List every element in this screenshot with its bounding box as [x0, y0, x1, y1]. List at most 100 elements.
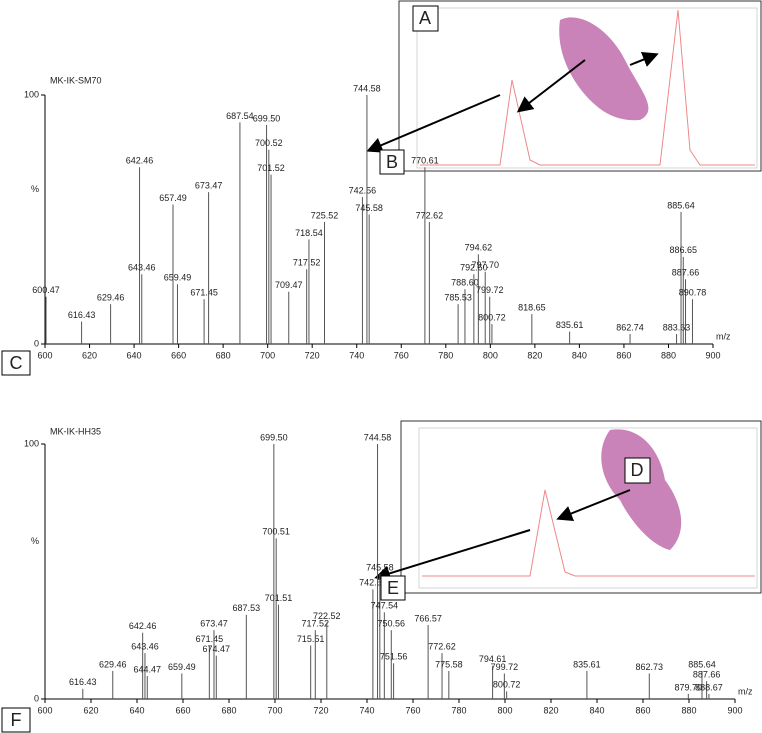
y-tick-label: 100 — [24, 89, 39, 99]
x-tick-label: 660 — [175, 705, 190, 715]
panel-box — [1, 350, 31, 376]
inset-label: E — [387, 578, 399, 598]
y-axis-label: % — [31, 184, 39, 194]
peak-label: 890.78 — [679, 288, 707, 298]
peak-label: 799.72 — [491, 662, 519, 672]
panel-label: C — [10, 353, 23, 373]
peak-label: 642.46 — [129, 621, 157, 631]
x-tick-label: 660 — [171, 350, 186, 360]
x-tick-label: 820 — [527, 350, 542, 360]
peak-label: 751.56 — [380, 652, 408, 662]
peak-label: 742.56 — [359, 578, 387, 588]
peak-label: 775.58 — [435, 659, 463, 669]
peak-label: 725.52 — [311, 210, 339, 220]
x-tick-label: 760 — [405, 705, 420, 715]
panel-box — [1, 707, 31, 733]
x-tick-label: 900 — [727, 705, 742, 715]
peak-label: 785.53 — [444, 293, 472, 303]
peak-label: 799.72 — [476, 285, 504, 295]
peak-label: 709.47 — [275, 280, 303, 290]
x-tick-label: 740 — [349, 350, 364, 360]
peak-label: 687.53 — [233, 603, 261, 613]
x-axis-label: m/z — [716, 331, 731, 341]
peak-label: 643.46 — [131, 641, 159, 651]
peak-label: 862.73 — [636, 662, 664, 672]
peak-label: 722.52 — [313, 611, 341, 621]
peak-label: 715.51 — [297, 634, 325, 644]
x-tick-label: 700 — [267, 705, 282, 715]
x-tick-label: 720 — [313, 705, 328, 715]
x-tick-label: 700 — [260, 350, 275, 360]
x-tick-label: 900 — [705, 350, 720, 360]
inset-label: D — [631, 460, 644, 480]
x-tick-label: 620 — [82, 350, 97, 360]
inset-label: B — [386, 152, 398, 172]
peak-label: 745.58 — [366, 562, 394, 572]
peak-label: 642.46 — [126, 156, 154, 166]
peak-label: 788.60 — [451, 278, 479, 288]
inset-top — [366, 0, 762, 172]
peak-label: 797.70 — [471, 260, 499, 270]
x-tick-label: 780 — [438, 350, 453, 360]
chart-title: MK-IK-HH35 — [50, 426, 101, 436]
peak-label: 766.57 — [414, 613, 442, 623]
peak-label: 700.51 — [262, 527, 290, 537]
inset-box — [379, 149, 405, 175]
peak-label: 747.54 — [371, 601, 399, 611]
peak-label: 671.45 — [190, 288, 218, 298]
y-tick-label: 100 — [24, 438, 39, 448]
inset-bottom — [374, 420, 762, 594]
peak-label: 673.47 — [200, 619, 228, 629]
peak-label: 800.72 — [493, 680, 521, 690]
x-tick-label: 640 — [129, 705, 144, 715]
x-tick-label: 640 — [127, 350, 142, 360]
peak-label: 792.60 — [460, 263, 488, 273]
peak-label: 699.50 — [260, 432, 288, 442]
x-tick-label: 880 — [661, 350, 676, 360]
x-tick-label: 600 — [37, 705, 52, 715]
peak-label: 885.64 — [688, 659, 716, 669]
peak-label: 883.63 — [663, 322, 691, 332]
x-tick-label: 620 — [83, 705, 98, 715]
peak-label: 835.61 — [556, 320, 584, 330]
x-tick-label: 680 — [221, 705, 236, 715]
peak-label: 745.58 — [355, 203, 383, 213]
peak-label: 644.47 — [134, 664, 162, 674]
peak-label: 800.72 — [478, 312, 506, 322]
peak-label: 700.52 — [255, 138, 283, 148]
peak-label: 701.52 — [257, 163, 285, 173]
x-axis-label: m/z — [738, 686, 753, 696]
peak-label: 835.61 — [573, 659, 601, 669]
panel-label: F — [11, 710, 22, 730]
x-tick-label: 840 — [589, 705, 604, 715]
peak-label: 744.58 — [364, 432, 392, 442]
inset-box — [412, 5, 439, 32]
peak-label: 671.45 — [196, 634, 224, 644]
peak-label: 616.43 — [69, 677, 97, 687]
x-tick-label: 840 — [572, 350, 587, 360]
x-tick-label: 680 — [216, 350, 231, 360]
x-tick-label: 720 — [305, 350, 320, 360]
peak-label: 701.51 — [265, 593, 293, 603]
inset-box — [624, 457, 651, 484]
peak-label: 742.56 — [349, 185, 377, 195]
peak-label: 887.66 — [672, 268, 700, 278]
inset-box — [380, 575, 406, 601]
peak-label: 718.54 — [295, 228, 323, 238]
peak-label: 772.62 — [428, 641, 456, 651]
peak-label: 770.61 — [411, 156, 439, 166]
peak-label: 750.56 — [378, 619, 406, 629]
peak-label: 744.58 — [353, 83, 381, 93]
peak-label: 772.62 — [416, 210, 444, 220]
x-tick-label: 820 — [543, 705, 558, 715]
peak-label: 794.61 — [479, 654, 507, 664]
peak-label: 629.46 — [97, 293, 125, 303]
y-axis-label: % — [31, 536, 39, 546]
peak-label: 657.49 — [159, 193, 187, 203]
peak-label: 887.66 — [693, 670, 721, 680]
peak-label: 888.67 — [695, 682, 723, 692]
peak-label: 643.46 — [128, 263, 156, 273]
x-tick-label: 800 — [497, 705, 512, 715]
peak-label: 687.54 — [226, 111, 254, 121]
